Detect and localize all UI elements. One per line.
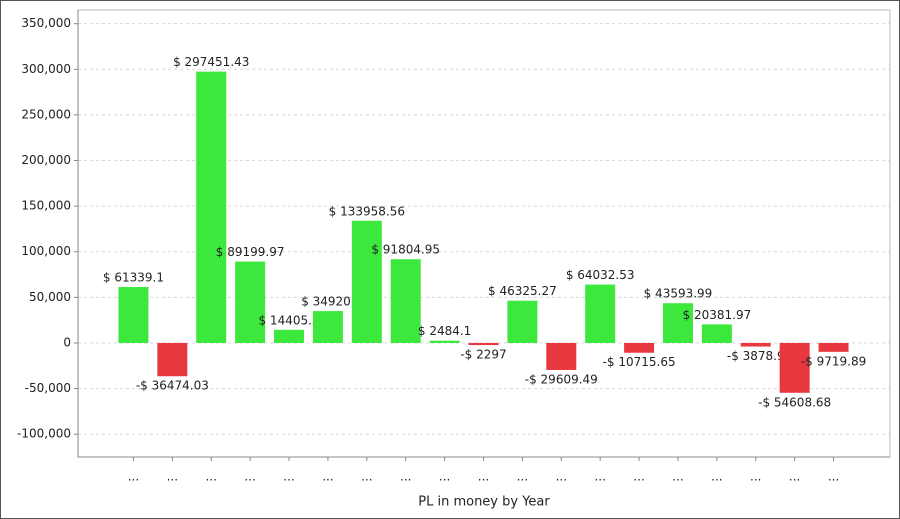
bar	[235, 261, 266, 343]
bar	[118, 287, 149, 343]
y-tick-label: -100,000	[17, 427, 71, 441]
value-label: $ 46325.27	[488, 284, 557, 298]
value-label: $ 297451.43	[173, 55, 249, 69]
y-tick-label: 300,000	[21, 62, 71, 76]
bar	[274, 329, 305, 343]
value-label: $ 34920.	[301, 295, 354, 309]
x-tick-label: ...	[750, 470, 761, 484]
x-tick-label: ...	[128, 470, 139, 484]
x-tick-label: ...	[711, 470, 722, 484]
value-label: $ 43593.99	[644, 287, 713, 301]
value-label: $ 89199.97	[216, 245, 285, 259]
value-label: $ 91804.95	[371, 243, 440, 257]
x-tick-label: ...	[361, 470, 372, 484]
y-tick-label: 150,000	[21, 199, 71, 213]
value-label: $ 133958.56	[329, 204, 405, 218]
x-tick-label: ...	[789, 470, 800, 484]
y-tick-label: 0	[63, 335, 71, 349]
y-tick-label: 200,000	[21, 153, 71, 167]
x-tick-label: ...	[478, 470, 489, 484]
bar	[312, 311, 343, 343]
bar	[507, 300, 538, 343]
bar	[468, 342, 499, 346]
value-label: $ 2484.1	[418, 324, 471, 338]
value-label: $ 20381.97	[683, 308, 752, 322]
x-tick-label: ...	[828, 470, 839, 484]
value-label: -$ 3878.9	[727, 349, 785, 363]
bar	[429, 340, 460, 343]
bar	[351, 220, 382, 343]
value-label: -$ 54608.68	[758, 395, 831, 409]
value-label: -$ 36474.03	[136, 379, 209, 393]
bar	[585, 284, 616, 343]
x-tick-label: ...	[633, 470, 644, 484]
y-tick-label: -50,000	[25, 381, 71, 395]
value-label: -$ 9719.89	[801, 354, 866, 368]
value-label: -$ 10715.65	[603, 355, 676, 369]
bar	[818, 342, 849, 352]
value-label: $ 14405.3	[258, 313, 319, 327]
bar	[157, 342, 188, 377]
x-tick-label: ...	[556, 470, 567, 484]
value-label: $ 61339.1	[103, 271, 164, 285]
value-label: $ 64032.53	[566, 268, 635, 282]
y-tick-label: 250,000	[21, 107, 71, 121]
bar	[779, 342, 810, 393]
y-tick-label: 350,000	[21, 16, 71, 30]
x-tick-label: ...	[206, 470, 217, 484]
bar	[390, 259, 421, 343]
x-tick-label: ...	[167, 470, 178, 484]
value-label: -$ 2297	[460, 348, 506, 362]
x-axis-label: PL in money by Year	[418, 495, 550, 510]
x-tick-label: ...	[594, 470, 605, 484]
bar	[624, 342, 655, 353]
bar	[662, 303, 693, 343]
bar	[701, 324, 732, 343]
x-tick-label: ...	[439, 470, 450, 484]
bar	[196, 71, 227, 343]
x-tick-label: ...	[400, 470, 411, 484]
x-tick-label: ...	[322, 470, 333, 484]
value-label: -$ 29609.49	[525, 372, 598, 386]
bar	[546, 342, 577, 370]
y-tick-label: 100,000	[21, 244, 71, 258]
x-tick-label: ...	[244, 470, 255, 484]
x-tick-label: ...	[672, 470, 683, 484]
x-tick-label: ...	[283, 470, 294, 484]
bar	[740, 342, 771, 347]
y-tick-label: 50,000	[29, 290, 71, 304]
x-tick-label: ...	[517, 470, 528, 484]
